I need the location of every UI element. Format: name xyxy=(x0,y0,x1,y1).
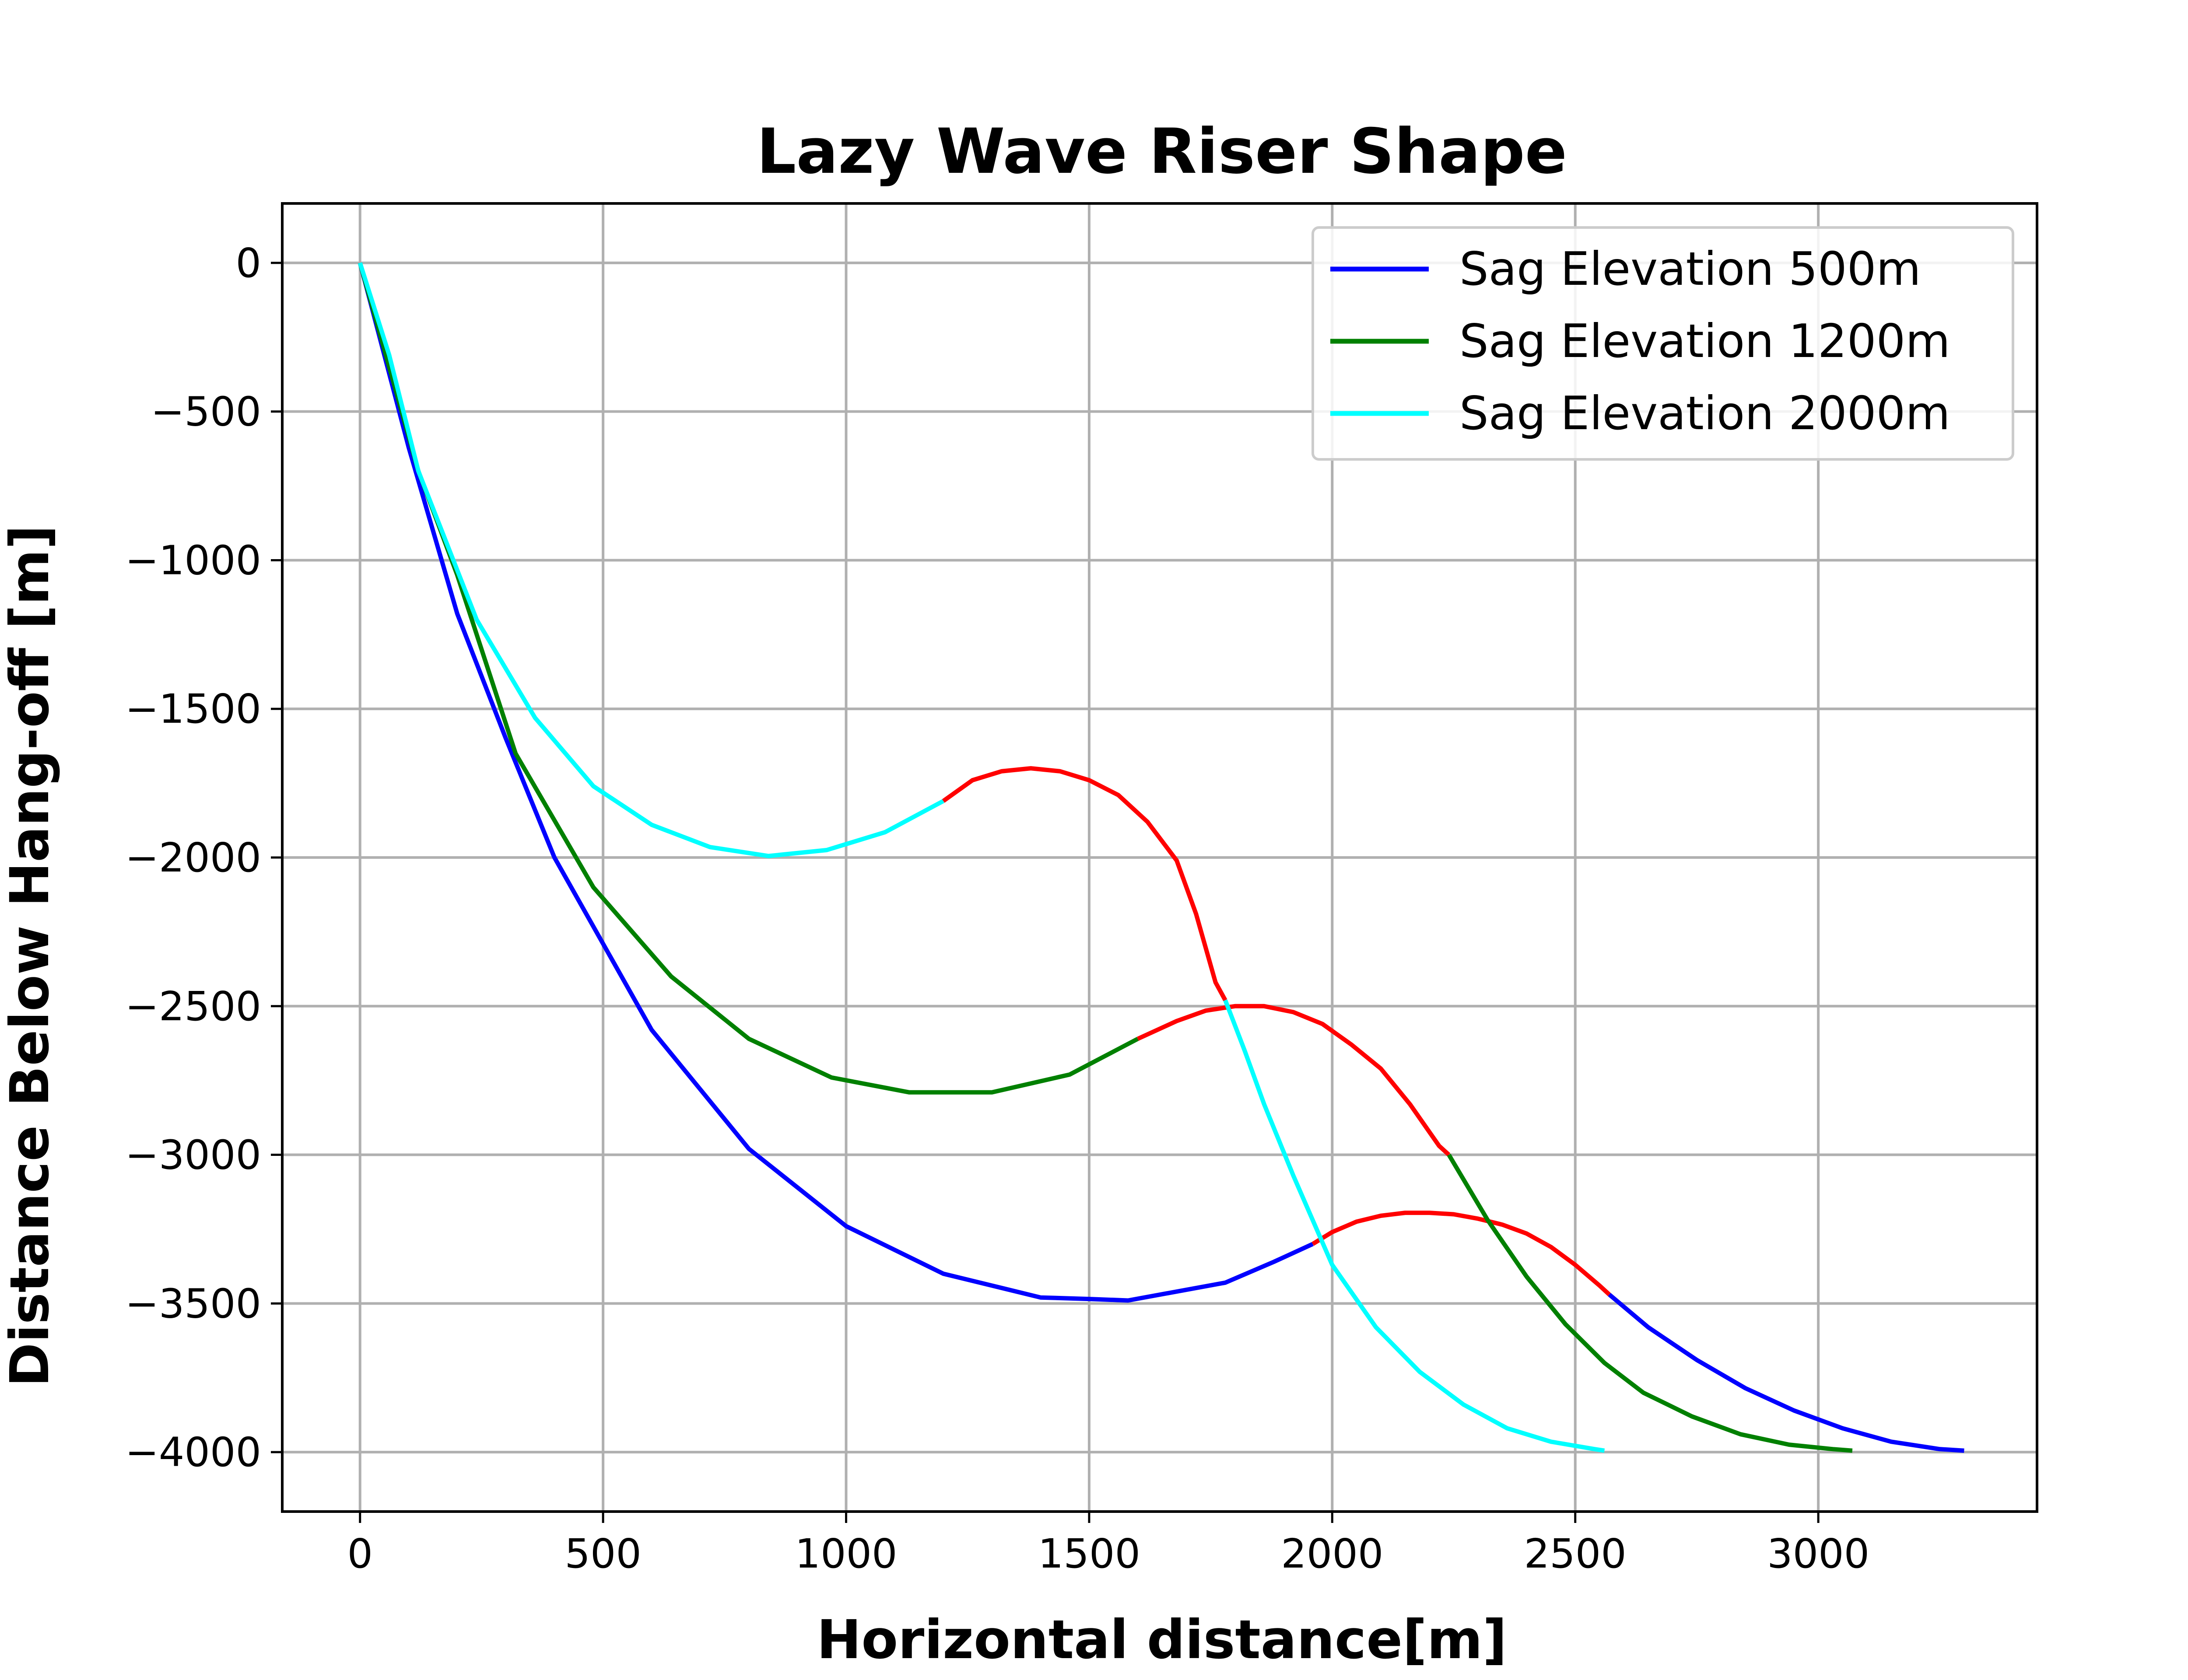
axis-ticks: 0 500 1000 1500 2000 2500 3000 0 −500 −1000 −1500 −… xyxy=(125,240,1869,1577)
x-tick-label: 0 xyxy=(347,1530,373,1577)
grid xyxy=(282,203,2037,1512)
series-tail-1 xyxy=(1608,1293,1964,1453)
buoyancy-section-1 xyxy=(1311,1211,1611,1296)
series-line-1 xyxy=(358,262,1314,1303)
y-tick-label: −1500 xyxy=(125,686,261,732)
y-tick-label: −2500 xyxy=(125,983,261,1030)
y-tick-label: −500 xyxy=(151,388,261,435)
series-3 xyxy=(358,262,1605,1453)
y-tick-label: −3000 xyxy=(125,1132,261,1179)
series-1 xyxy=(358,262,1964,1453)
buoyancy-section-2 xyxy=(1136,1004,1451,1157)
legend-label-2: Sag Elevation 1200m xyxy=(1459,315,1950,368)
series-tail-3 xyxy=(1223,999,1605,1453)
series-line-3 xyxy=(358,262,945,858)
y-axis-label: Distance Below Hang-off [m] xyxy=(0,525,61,1387)
legend: Sag Elevation 500m Sag Elevation 1200m Sag… xyxy=(1311,226,2014,461)
legend-label-1: Sag Elevation 500m xyxy=(1459,242,1921,296)
legend-box xyxy=(1311,226,2014,461)
y-tick-label: −1000 xyxy=(125,537,261,584)
series-tail-2 xyxy=(1447,1153,1853,1453)
buoyancy-section-3 xyxy=(942,766,1227,1001)
series-layer xyxy=(358,262,1964,1453)
chart-title: Lazy Wave Riser Shape xyxy=(757,116,1567,188)
x-axis-label: Horizontal distance[m] xyxy=(817,1609,1507,1671)
x-tick-label: 1000 xyxy=(795,1530,897,1577)
x-tick-label: 1500 xyxy=(1038,1530,1140,1577)
x-tick-label: 3000 xyxy=(1767,1530,1869,1577)
y-tick-label: −4000 xyxy=(125,1429,261,1476)
legend-label-3: Sag Elevation 2000m xyxy=(1459,387,1950,440)
x-tick-label: 2000 xyxy=(1281,1530,1383,1577)
x-tick-label: 2500 xyxy=(1524,1530,1627,1577)
y-tick-label: −2000 xyxy=(125,834,261,881)
x-tick-label: 500 xyxy=(565,1530,642,1577)
y-tick-label: −3500 xyxy=(125,1280,261,1327)
y-tick-label: 0 xyxy=(235,240,261,287)
